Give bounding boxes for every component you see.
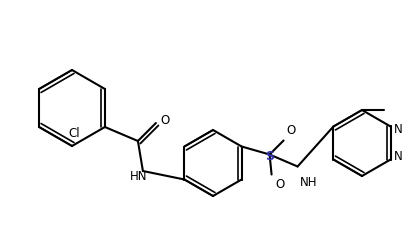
Text: N: N bbox=[393, 150, 402, 163]
Text: N: N bbox=[393, 123, 402, 136]
Text: Cl: Cl bbox=[68, 127, 80, 140]
Text: HN: HN bbox=[130, 170, 147, 182]
Text: O: O bbox=[160, 114, 169, 128]
Text: NH: NH bbox=[300, 176, 317, 190]
Text: S: S bbox=[265, 150, 274, 163]
Text: O: O bbox=[276, 178, 285, 192]
Text: O: O bbox=[287, 124, 296, 138]
